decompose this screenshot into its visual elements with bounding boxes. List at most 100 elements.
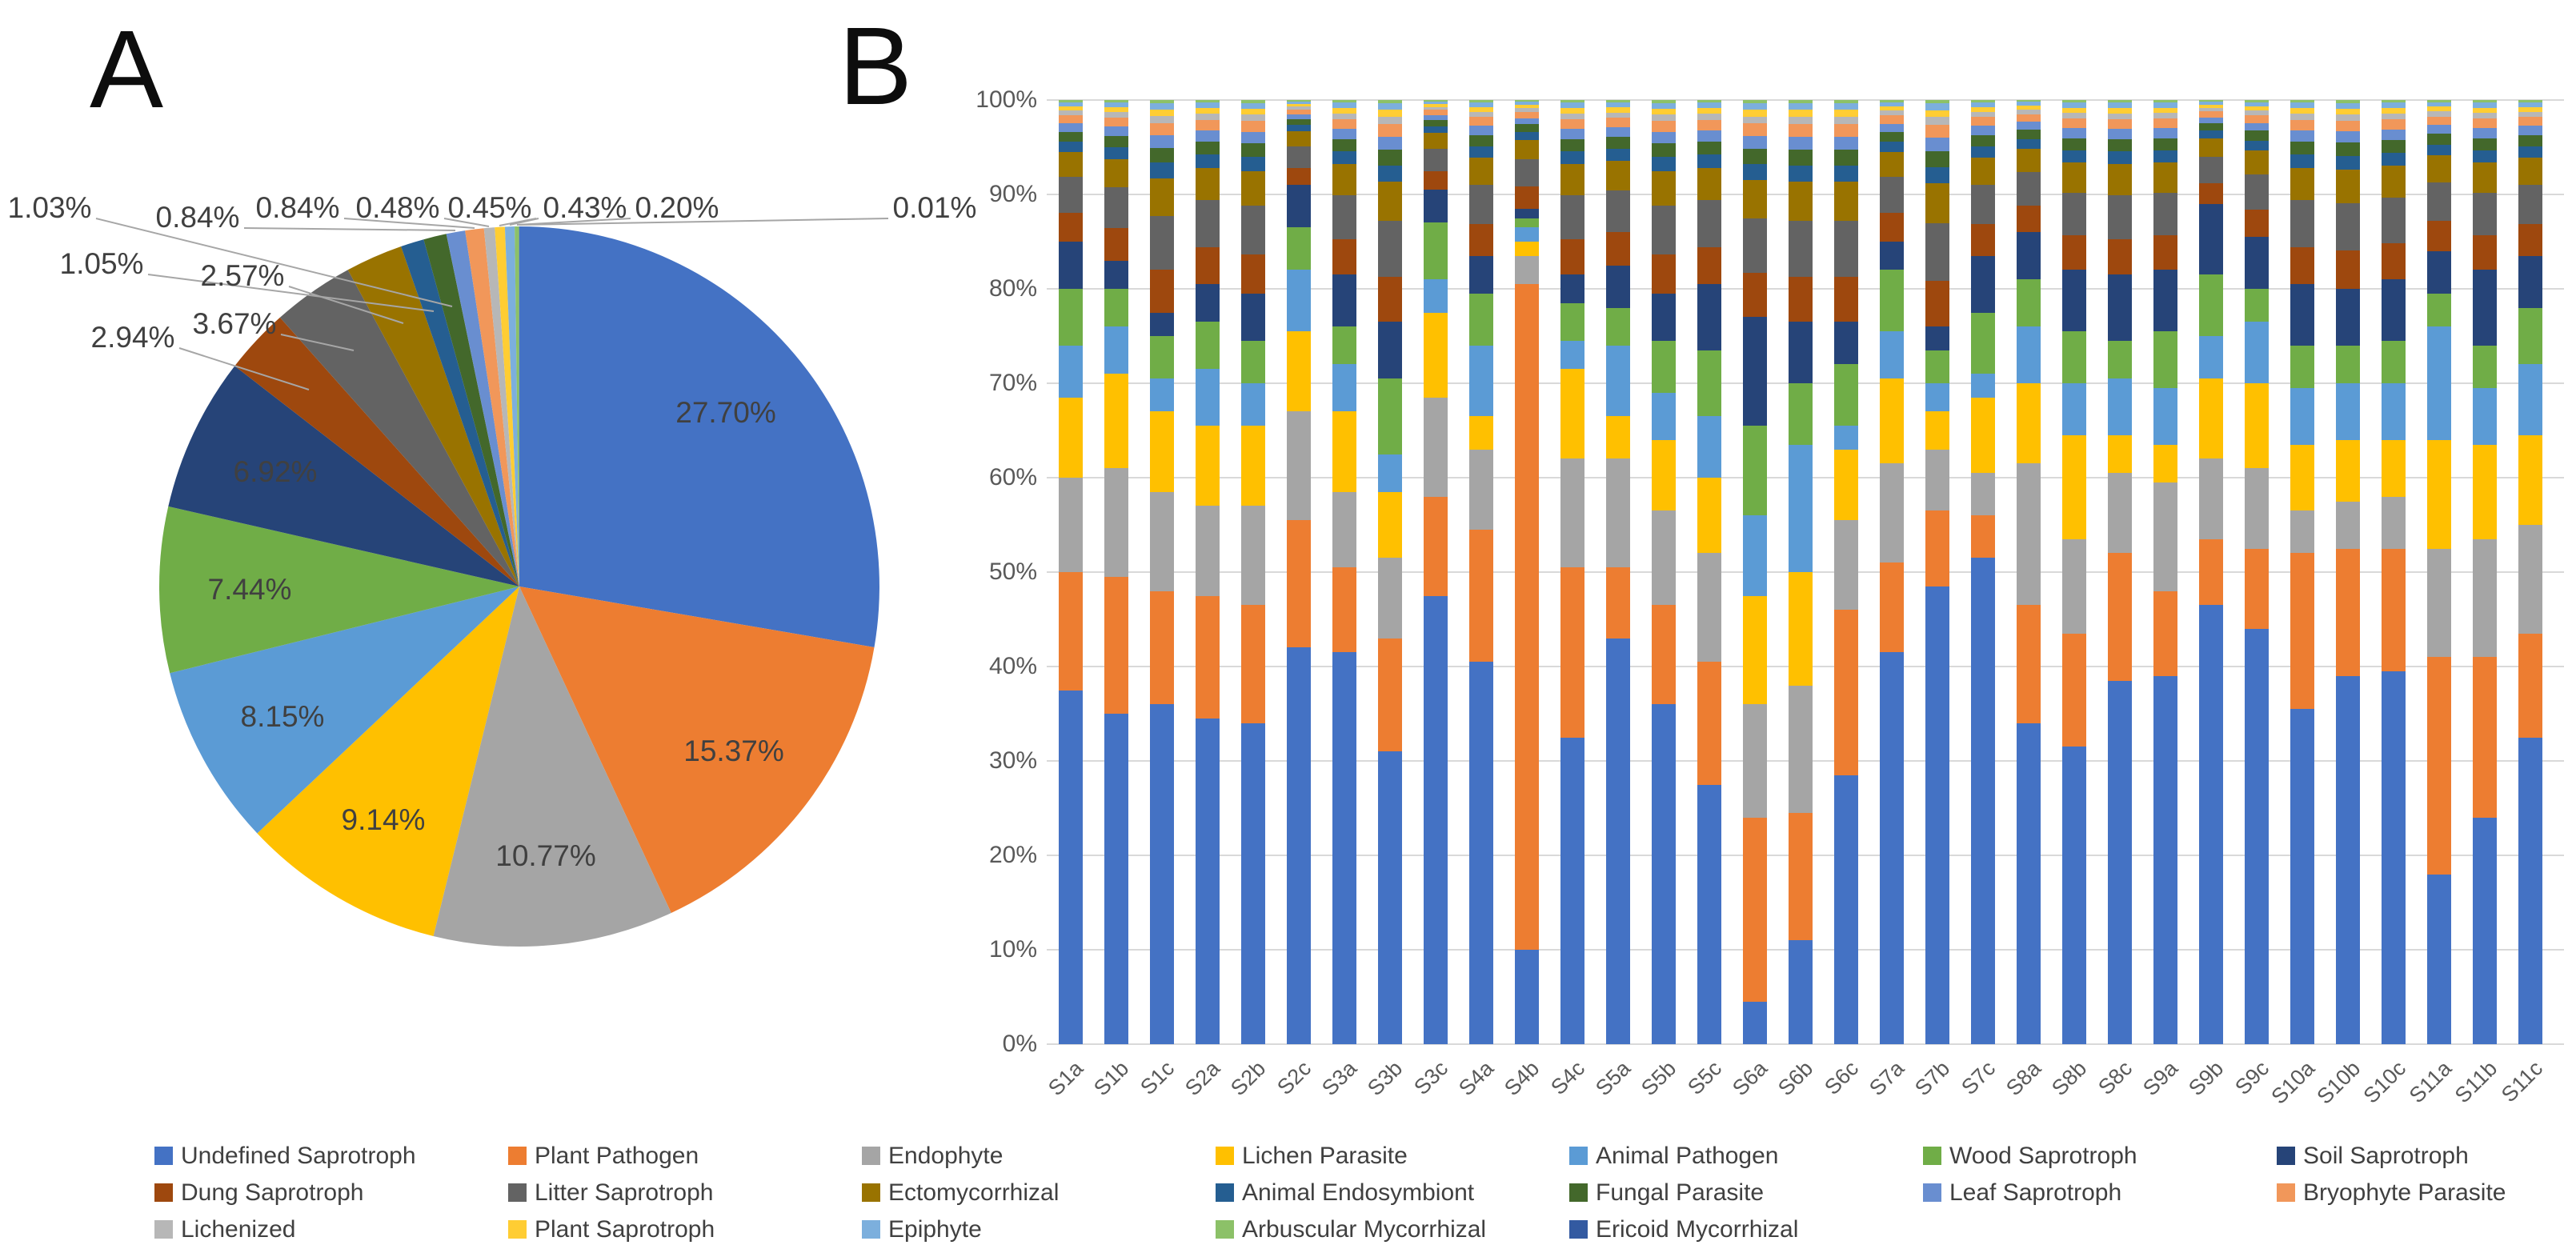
bar-segment-undefined-saprotroph xyxy=(1196,718,1220,1044)
bar-segment-arbuscular-mycorrhizal xyxy=(1241,100,1265,103)
pie-slice-lichen-parasite xyxy=(257,586,519,936)
bar-S3a xyxy=(1332,100,1356,1044)
bar-segment-animal-pathogen xyxy=(1789,444,1813,573)
bar-segment-epiphyte xyxy=(1971,102,1995,107)
bar-segment-fungal-parasite xyxy=(1971,134,1995,146)
bar-S10b xyxy=(2336,100,2360,1044)
bar-segment-lichen-parasite xyxy=(2336,439,2360,502)
bar-segment-wood-saprotroph xyxy=(1606,307,1630,346)
bar-segment-epiphyte xyxy=(1104,102,1128,107)
bar-segment-animal-endosymbiont xyxy=(2427,144,2451,156)
bar-segment-fungal-parasite xyxy=(1743,148,1767,165)
bar-segment-endophyte xyxy=(1059,478,1083,572)
bar-segment-lichen-parasite xyxy=(1287,331,1311,412)
bar-segment-plant-saprotroph xyxy=(1971,106,1995,112)
legend-item-dung-saprotroph: Dung Saprotroph xyxy=(154,1179,508,1206)
bar-segment-animal-pathogen xyxy=(1971,374,1995,398)
bar-segment-animal-endosymbiont xyxy=(1196,154,1220,168)
bar-segment-leaf-saprotroph xyxy=(1469,126,1493,135)
bar-segment-leaf-saprotroph xyxy=(2153,128,2177,138)
bar-segment-wood-saprotroph xyxy=(1515,218,1539,228)
y-tick-label: 20% xyxy=(988,842,1037,868)
bar-segment-arbuscular-mycorrhizal xyxy=(1332,100,1356,103)
bar-segment-animal-endosymbiont xyxy=(1104,147,1128,159)
bar-segment-plant-pathogen xyxy=(2108,553,2132,681)
bar-segment-dung-saprotroph xyxy=(1925,280,1949,327)
bar-segment-ectomycorrhizal xyxy=(1743,179,1767,218)
bar-segment-animal-endosymbiont xyxy=(2062,150,2086,163)
legend-item-animal-pathogen: Animal Pathogen xyxy=(1569,1143,1923,1169)
bar-segment-litter-saprotroph xyxy=(1743,218,1767,274)
bar-segment-ectomycorrhizal xyxy=(2473,162,2497,193)
bar-segment-undefined-saprotroph xyxy=(2336,675,2360,1044)
bar-segment-animal-pathogen xyxy=(1332,364,1356,412)
bar-segment-leaf-saprotroph xyxy=(1196,130,1220,142)
legend-item-animal-endosymbiont: Animal Endosymbiont xyxy=(1216,1179,1569,1206)
bar-segment-epiphyte xyxy=(2290,102,2314,109)
bar-S8b xyxy=(2062,100,2086,1044)
bar-segment-litter-saprotroph xyxy=(1196,200,1220,247)
pie-slice-wood-saprotroph xyxy=(159,506,520,674)
bar-segment-lichenized xyxy=(1652,114,1676,122)
bar-segment-plant-pathogen xyxy=(1880,562,1904,653)
bar-segment-ectomycorrhizal xyxy=(2245,150,2269,175)
bar-S2b xyxy=(1241,100,1265,1044)
bar-segment-lichen-parasite xyxy=(2518,434,2542,526)
bar-segment-plant-saprotroph xyxy=(1925,110,1949,118)
bar-segment-ectomycorrhizal xyxy=(2062,162,2086,193)
legend-label: Plant Saprotroph xyxy=(535,1215,715,1243)
gridline-0% xyxy=(1047,1043,2564,1045)
legend-item-lichen-parasite: Lichen Parasite xyxy=(1216,1143,1569,1169)
bar-segment-endophyte xyxy=(1104,468,1128,577)
legend-label: Wood Saprotroph xyxy=(1949,1142,2137,1169)
bar-segment-leaf-saprotroph xyxy=(2108,129,2132,139)
bar-segment-dung-saprotroph xyxy=(2382,242,2406,280)
bar-segment-plant-saprotroph xyxy=(1834,110,1858,117)
bar-segment-undefined-saprotroph xyxy=(1469,662,1493,1044)
bar-segment-undefined-saprotroph xyxy=(2153,675,2177,1044)
bar-segment-plant-pathogen xyxy=(1469,529,1493,663)
bar-segment-leaf-saprotroph xyxy=(2290,130,2314,142)
pie-slice-ectomycorrhizal xyxy=(347,246,519,586)
bar-segment-lichen-parasite xyxy=(1332,411,1356,492)
bar-segment-fungal-parasite xyxy=(2290,141,2314,154)
bar-segment-ectomycorrhizal xyxy=(1059,152,1083,178)
bar-segment-wood-saprotroph xyxy=(1150,336,1174,379)
pie-slice-lichenized xyxy=(483,227,519,586)
bar-segment-dung-saprotroph xyxy=(1469,224,1493,256)
bar-segment-plant-pathogen xyxy=(2062,633,2086,747)
bar-segment-wood-saprotroph xyxy=(1241,340,1265,384)
bar-segment-epiphyte xyxy=(1925,103,1949,110)
bar-segment-plant-pathogen xyxy=(1424,496,1448,596)
legend-swatch-icon xyxy=(862,1183,880,1202)
bar-S10a xyxy=(2290,100,2314,1044)
bar-segment-soil-saprotroph xyxy=(2427,250,2451,294)
bar-segment-fungal-parasite xyxy=(1059,131,1083,142)
bar-segment-animal-pathogen xyxy=(1287,270,1311,332)
y-tick-label: 80% xyxy=(988,275,1037,302)
bar-segment-leaf-saprotroph xyxy=(2062,128,2086,138)
bar-segment-dung-saprotroph xyxy=(1059,213,1083,242)
pie-slice-animal-endosymbiont xyxy=(401,239,519,586)
bar-segment-epiphyte xyxy=(1789,103,1813,110)
bar-S1c xyxy=(1150,100,1174,1044)
legend-swatch-icon xyxy=(154,1183,173,1202)
pie-label-plant-pathogen: 15.37% xyxy=(683,735,784,767)
bar-segment-lichen-parasite xyxy=(2427,439,2451,549)
pie-slice-dung-saprotroph xyxy=(234,317,519,586)
bar-segment-plant-saprotroph xyxy=(2382,108,2406,114)
bar-segment-endophyte xyxy=(2427,548,2451,658)
pie-slice-plant-saprotroph xyxy=(495,226,519,586)
legend-label: Plant Pathogen xyxy=(535,1142,699,1169)
bar-segment-litter-saprotroph xyxy=(2245,174,2269,210)
bar-segment-animal-endosymbiont xyxy=(1834,165,1858,182)
bar-segment-lichenized xyxy=(1925,117,1949,125)
legend: Undefined Saprotroph Plant Pathogen Endoph… xyxy=(154,1143,2576,1243)
bar-segment-leaf-saprotroph xyxy=(1697,130,1721,142)
bar-segment-plant-saprotroph xyxy=(2153,107,2177,114)
bar-segment-undefined-saprotroph xyxy=(1971,558,1995,1044)
bar-segment-leaf-saprotroph xyxy=(1560,129,1584,139)
bar-segment-lichen-parasite xyxy=(2473,444,2497,539)
legend-item-lichenized: Lichenized xyxy=(154,1216,508,1243)
bar-segment-fungal-parasite xyxy=(1697,141,1721,154)
